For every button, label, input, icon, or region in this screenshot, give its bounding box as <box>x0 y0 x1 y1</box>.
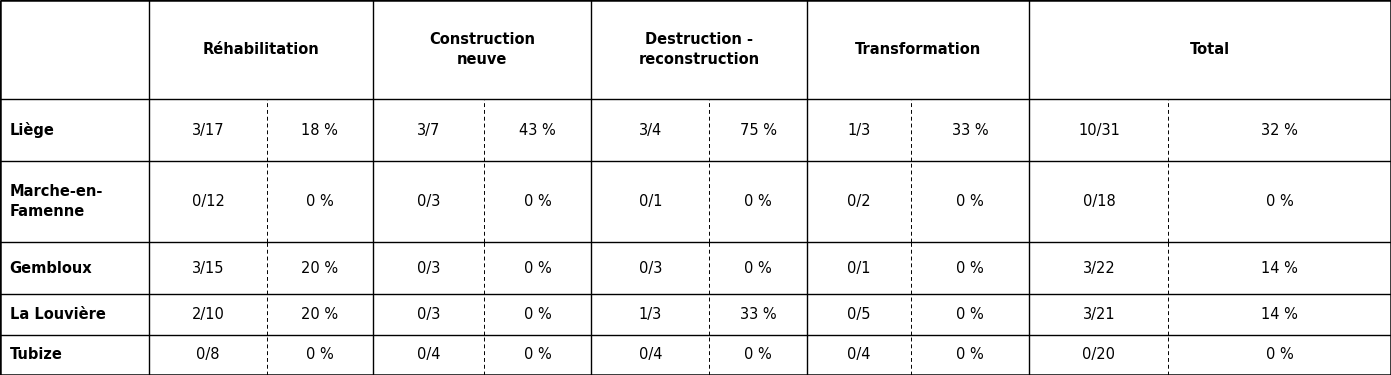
Text: 0/5: 0/5 <box>847 307 871 322</box>
Text: 0 %: 0 % <box>524 194 551 209</box>
Text: 0 %: 0 % <box>957 261 983 276</box>
Text: 20 %: 20 % <box>302 307 338 322</box>
Text: 20 %: 20 % <box>302 261 338 276</box>
Text: Destruction -
reconstruction: Destruction - reconstruction <box>638 32 759 67</box>
Text: 3/17: 3/17 <box>192 123 224 138</box>
Text: 14 %: 14 % <box>1262 307 1298 322</box>
Text: 75 %: 75 % <box>740 123 776 138</box>
Text: 43 %: 43 % <box>519 123 556 138</box>
Text: 0 %: 0 % <box>1266 194 1294 209</box>
Text: 0/8: 0/8 <box>196 347 220 362</box>
Text: La Louvière: La Louvière <box>10 307 106 322</box>
Text: 14 %: 14 % <box>1262 261 1298 276</box>
Text: Marche-en-
Famenne: Marche-en- Famenne <box>10 184 103 219</box>
Text: 0/3: 0/3 <box>638 261 662 276</box>
Text: 33 %: 33 % <box>951 123 989 138</box>
Text: 1/3: 1/3 <box>638 307 662 322</box>
Text: Liège: Liège <box>10 122 54 138</box>
Text: Réhabilitation: Réhabilitation <box>203 42 319 57</box>
Text: 0/18: 0/18 <box>1082 194 1116 209</box>
Text: 32 %: 32 % <box>1262 123 1298 138</box>
Text: 0 %: 0 % <box>957 347 983 362</box>
Text: 0/20: 0/20 <box>1082 347 1116 362</box>
Text: 0 %: 0 % <box>524 347 551 362</box>
Text: 0/3: 0/3 <box>417 194 440 209</box>
Text: 0 %: 0 % <box>957 194 983 209</box>
Text: 0 %: 0 % <box>957 307 983 322</box>
Text: Total: Total <box>1191 42 1230 57</box>
Text: Tubize: Tubize <box>10 347 63 362</box>
Text: 3/7: 3/7 <box>417 123 440 138</box>
Text: 0 %: 0 % <box>744 261 772 276</box>
Text: 10/31: 10/31 <box>1078 123 1120 138</box>
Text: 0/4: 0/4 <box>638 347 662 362</box>
Text: 3/22: 3/22 <box>1082 261 1116 276</box>
Text: 0 %: 0 % <box>744 194 772 209</box>
Text: 3/4: 3/4 <box>638 123 662 138</box>
Text: 0 %: 0 % <box>524 307 551 322</box>
Text: 0/4: 0/4 <box>417 347 440 362</box>
Text: 0/3: 0/3 <box>417 307 440 322</box>
Text: 0/2: 0/2 <box>847 194 871 209</box>
Text: 0/3: 0/3 <box>417 261 440 276</box>
Text: 0/1: 0/1 <box>638 194 662 209</box>
Text: 0 %: 0 % <box>1266 347 1294 362</box>
Text: 1/3: 1/3 <box>847 123 871 138</box>
Text: Transformation: Transformation <box>855 42 981 57</box>
Text: 0/1: 0/1 <box>847 261 871 276</box>
Text: 0 %: 0 % <box>744 347 772 362</box>
Text: 0 %: 0 % <box>306 194 334 209</box>
Text: 0/4: 0/4 <box>847 347 871 362</box>
Text: 33 %: 33 % <box>740 307 776 322</box>
Text: Gembloux: Gembloux <box>10 261 92 276</box>
Text: 0 %: 0 % <box>524 261 551 276</box>
Text: 2/10: 2/10 <box>192 307 224 322</box>
Text: 18 %: 18 % <box>302 123 338 138</box>
Text: 0/12: 0/12 <box>192 194 224 209</box>
Text: Construction
neuve: Construction neuve <box>428 32 536 67</box>
Text: 0 %: 0 % <box>306 347 334 362</box>
Text: 3/21: 3/21 <box>1082 307 1116 322</box>
Text: 3/15: 3/15 <box>192 261 224 276</box>
